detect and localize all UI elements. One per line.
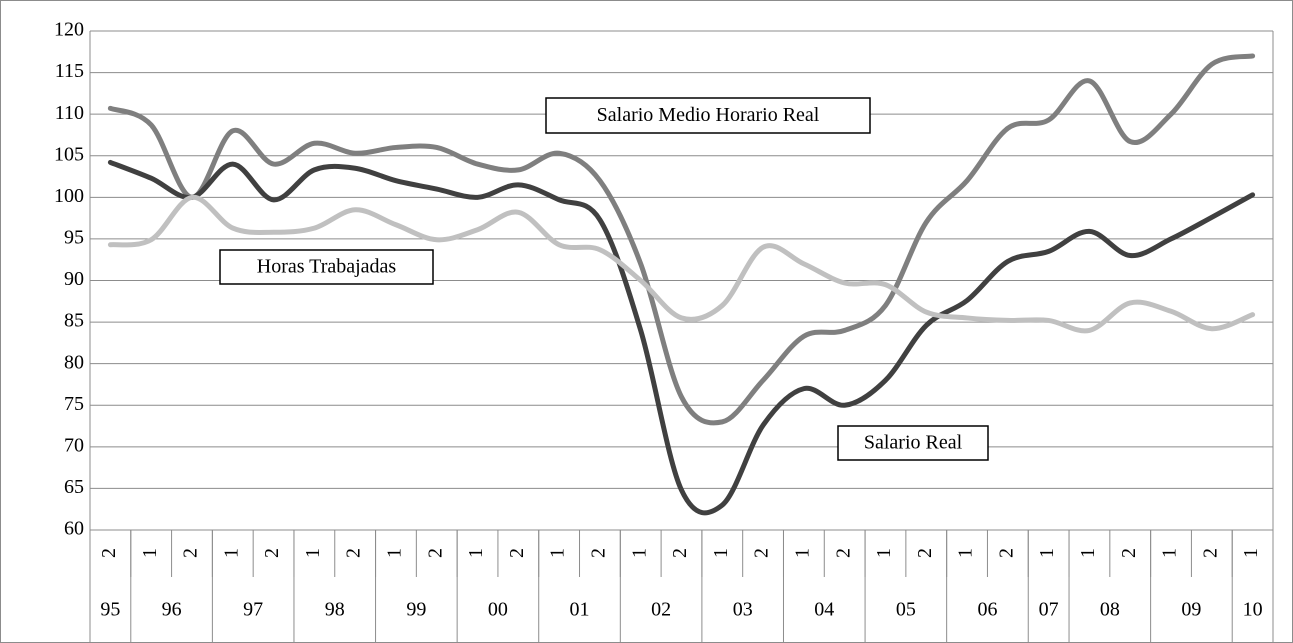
x-tick-label: 2: [751, 548, 773, 558]
x-tick-label: 1: [302, 548, 324, 558]
x-tick-label: 2: [914, 548, 936, 558]
x-tick-label: 2: [424, 548, 446, 558]
group-label: 03: [733, 599, 753, 621]
y-tick-label: 75: [64, 393, 84, 415]
y-tick-label: 70: [64, 434, 84, 456]
x-tick-label: 2: [98, 548, 120, 558]
group-label: 10: [1243, 599, 1263, 621]
x-tick-label: 1: [1159, 548, 1181, 558]
y-tick-label: 105: [54, 143, 84, 165]
legend-label: Salario Real: [864, 432, 963, 454]
x-tick-label: 1: [465, 548, 487, 558]
y-tick-label: 115: [55, 60, 84, 82]
group-label: 04: [814, 599, 834, 621]
x-tick-label: 2: [1199, 548, 1221, 558]
x-tick-label: 1: [955, 548, 977, 558]
legend-box: [219, 249, 434, 285]
group-label: 05: [896, 599, 916, 621]
y-tick-label: 120: [54, 19, 84, 41]
x-tick-label: 2: [180, 548, 202, 558]
group-label: 99: [406, 599, 426, 621]
y-tick-label: 95: [64, 227, 84, 249]
group-label: 08: [1100, 599, 1120, 621]
x-tick-label: 1: [384, 548, 406, 558]
y-tick-label: 90: [64, 268, 84, 290]
x-tick-label: 2: [343, 548, 365, 558]
legend-box: [837, 425, 989, 461]
group-label: 96: [162, 599, 182, 621]
x-tick-label: 2: [669, 548, 691, 558]
category-axis: 2 1 2 1 2 1 2 1 2 1 2 1 2 1 2 1 2 1 2 1 2 1 2 1 1 2 1 2 1 95 96 97 98 99 0…: [98, 530, 1263, 643]
x-tick-label: 2: [995, 548, 1017, 558]
x-tick-label: 2: [1118, 548, 1140, 558]
legend-label: Salario Medio Horario Real: [597, 104, 820, 126]
y-tick-label: 60: [64, 518, 84, 540]
group-label: 06: [977, 599, 997, 621]
x-tick-label: 1: [220, 548, 242, 558]
legend-label: Horas Trabajadas: [257, 256, 397, 278]
x-tick-label: 1: [1240, 548, 1262, 558]
x-tick-label: 1: [791, 548, 813, 558]
series-line: [107, 159, 1256, 516]
group-label: 97: [243, 599, 263, 621]
x-tick-label: 2: [832, 548, 854, 558]
group-label: 09: [1181, 599, 1201, 621]
series-line: [107, 194, 1256, 334]
x-tick-label: 1: [1077, 548, 1099, 558]
group-label: 07: [1039, 599, 1059, 621]
x-tick-label: 2: [261, 548, 283, 558]
x-tick-label: 1: [547, 548, 569, 558]
x-tick-label: 1: [1036, 548, 1058, 558]
group-label: 00: [488, 599, 508, 621]
series-line: [107, 53, 1256, 426]
legend-box: [545, 97, 871, 134]
group-label: 02: [651, 599, 671, 621]
x-tick-label: 1: [873, 548, 895, 558]
y-tick-label: 85: [64, 310, 84, 332]
x-tick-label: 1: [139, 548, 161, 558]
lines: [107, 53, 1256, 516]
x-tick-label: 1: [628, 548, 650, 558]
x-tick-label: 1: [710, 548, 732, 558]
x-tick-label: 2: [588, 548, 610, 558]
group-label: 01: [570, 599, 590, 621]
y-tick-label: 65: [64, 476, 84, 498]
x-tick-label: 2: [506, 548, 528, 558]
group-label: 95: [100, 599, 120, 621]
y-tick-label: 80: [64, 351, 84, 373]
y-tick-label: 110: [55, 102, 84, 124]
group-label: 98: [325, 599, 345, 621]
annotations: Salario Medio Horario Real Salario Real Ho…: [219, 97, 989, 461]
y-tick-label: 100: [54, 185, 84, 207]
